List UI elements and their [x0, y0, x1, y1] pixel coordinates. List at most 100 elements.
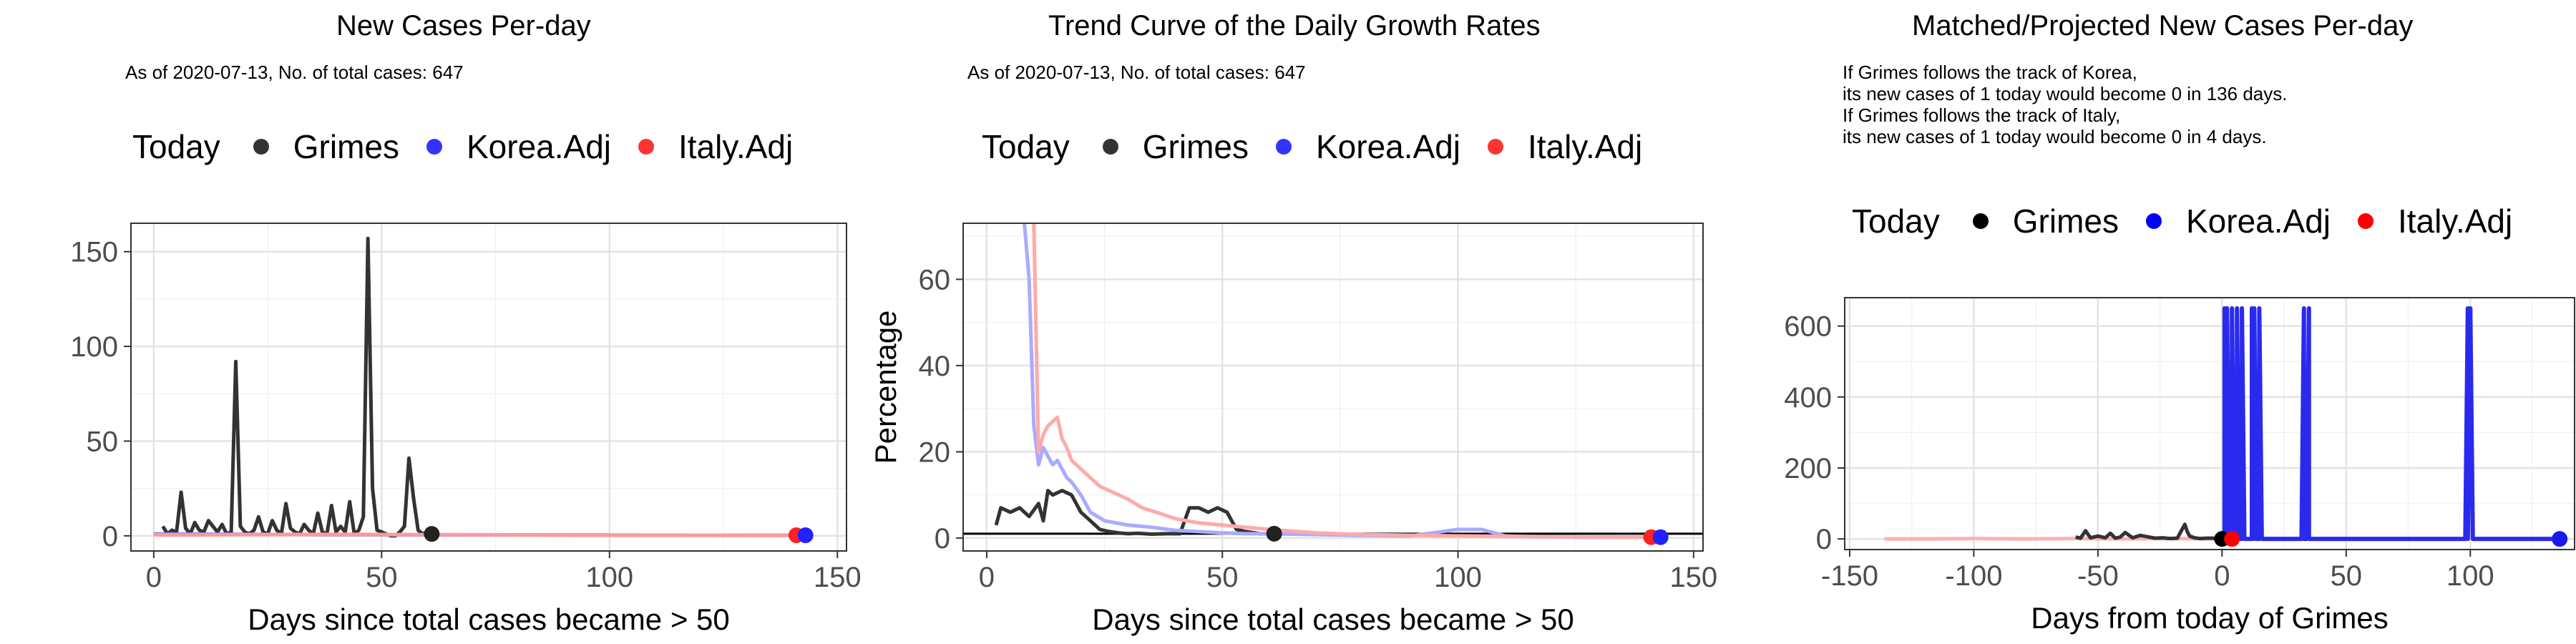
- x-tick-label: -50: [2077, 560, 2119, 592]
- chart-title: Matched/Projected New Cases Per-day: [1912, 10, 2414, 42]
- x-tick-label: 0: [2214, 560, 2230, 592]
- legend-item-italy: Italy.Adj: [630, 127, 793, 166]
- legend-dot-icon: [2358, 213, 2373, 229]
- chart-subtitle: As of 2020-07-13, No. of total cases: 64…: [967, 62, 1306, 83]
- legend-item-korea: Korea.Adj: [2137, 202, 2331, 240]
- today-point-grimes: [1266, 525, 1282, 542]
- subtitle-line: its new cases of 1 today would become 0 …: [1843, 83, 2288, 104]
- legend-dot-icon: [638, 139, 654, 155]
- chart-legend: Today Grimes Korea.Adj Italy.Adj: [1852, 202, 2531, 240]
- subtitle-line: its new cases of 1 today would become 0 …: [1843, 126, 2267, 147]
- minor-grid: [131, 223, 847, 551]
- y-tick-label: 60: [919, 264, 951, 296]
- series-layer: [994, 223, 1661, 540]
- x-tick-label: 50: [366, 562, 398, 593]
- y-tick-label: 40: [919, 351, 951, 382]
- legend-dot-icon: [1275, 139, 1292, 155]
- plot-border: [962, 223, 1704, 552]
- chart-plot: -150 -100 -50 0 50 100 0 200 400 600 Days from tod…: [1784, 297, 2575, 635]
- x-tick-label: 100: [2446, 560, 2494, 592]
- legend-item-grimes: Grimes: [245, 127, 399, 166]
- x-axis-label: Days since total cases became > 50: [1092, 602, 1574, 636]
- legend-title: Today: [132, 128, 220, 165]
- y-tick-label: 100: [70, 331, 118, 363]
- legend-title: Today: [1852, 203, 1940, 240]
- minor-grid: [963, 223, 1703, 551]
- legend-label: Italy.Adj: [678, 128, 794, 165]
- x-tick-label: 0: [146, 562, 162, 593]
- x-axis-label: Days since total cases became > 50: [248, 602, 730, 636]
- chart-title: New Cases Per-day: [336, 10, 591, 42]
- legend-label: Grimes: [1142, 128, 1249, 165]
- series-line-italyadj: [1884, 537, 2233, 541]
- series-line-grimes: [2075, 522, 2223, 541]
- legend-item-grimes: Grimes: [1964, 202, 2119, 240]
- chart-plot: 0 50 100 150 0 50 100 150 Days since total cases…: [70, 223, 862, 636]
- series-line-italyadj: [153, 532, 796, 537]
- plot-border: [1844, 297, 2575, 550]
- legend-item-korea: Korea.Adj: [1267, 127, 1460, 166]
- chart-title: Trend Curve of the Daily Growth Rates: [1048, 10, 1541, 42]
- legend-item-italy: Italy.Adj: [1479, 127, 1642, 166]
- legend-dot-icon: [2145, 213, 2162, 229]
- y-tick-label: 0: [102, 521, 118, 552]
- legend-label: Italy.Adj: [2398, 203, 2513, 240]
- x-tick-label: -100: [1945, 560, 2002, 592]
- series-line-koreaadj: [2222, 306, 2560, 542]
- series-line-italyadj: [1032, 223, 1652, 540]
- legend-title: Today: [982, 128, 1070, 165]
- legend-label: Korea.Adj: [2185, 203, 2331, 240]
- y-axis-label: Percentage: [869, 311, 902, 464]
- legend-label: Grimes: [2012, 203, 2119, 240]
- legend-dot-icon: [1972, 213, 1989, 229]
- legend-label: Italy.Adj: [1528, 128, 1643, 165]
- today-point-koreaadj: [797, 527, 814, 544]
- chart-panel-projected: Matched/Projected New Cases Per-day If G…: [1717, 0, 2576, 644]
- x-tick-label: 50: [1206, 562, 1239, 593]
- x-tick-label: 0: [979, 562, 995, 593]
- chart-subtitle: As of 2020-07-13, No. of total cases: 64…: [125, 62, 464, 83]
- y-tick-label: 200: [1784, 453, 1832, 484]
- legend-dot-icon: [253, 139, 269, 155]
- x-axis-label: Days from today of Grimes: [2031, 601, 2388, 635]
- series-line-koreaadj: [1023, 223, 1661, 540]
- y-tick-label: 0: [1816, 524, 1832, 555]
- subtitle-line: If Grimes follows the track of Korea,: [1843, 62, 2137, 83]
- y-tick-label: 600: [1784, 311, 1832, 343]
- legend-item-korea: Korea.Adj: [418, 127, 611, 166]
- series-line-grimes: [161, 236, 433, 538]
- subtitle-line: As of 2020-07-13, No. of total cases: 64…: [125, 62, 464, 83]
- x-tick-label: 50: [2331, 560, 2363, 592]
- chart-panel-new-cases: New Cases Per-day As of 2020-07-13, No. …: [0, 0, 862, 644]
- y-tick-label: 150: [70, 237, 118, 268]
- series-line-grimes: [994, 489, 1274, 536]
- today-point-koreaadj: [1652, 529, 1669, 545]
- subtitle-line: If Grimes follows the track of Italy,: [1843, 104, 2121, 126]
- minor-grid: [1845, 298, 2575, 550]
- chart-panel-growth-rates: Trend Curve of the Daily Growth Rates As…: [859, 0, 1717, 644]
- chart-subtitle: If Grimes follows the track of Korea, it…: [1843, 62, 2287, 147]
- subtitle-line: As of 2020-07-13, No. of total cases: 64…: [967, 62, 1306, 83]
- chart-legend: Today Grimes Korea.Adj Italy.Adj: [132, 127, 811, 166]
- plot-border: [130, 223, 847, 552]
- x-tick-label: 150: [1669, 562, 1717, 593]
- legend-label: Grimes: [293, 128, 399, 165]
- legend-dot-icon: [426, 139, 442, 155]
- today-point-italyadj: [2224, 531, 2240, 547]
- legend-label: Korea.Adj: [466, 128, 611, 165]
- chart-legend: Today Grimes Korea.Adj Italy.Adj: [982, 127, 1661, 166]
- y-tick-label: 20: [919, 436, 951, 468]
- y-tick-label: 400: [1784, 382, 1832, 414]
- x-tick-label: -150: [1821, 560, 1878, 592]
- x-tick-label: 100: [585, 562, 633, 593]
- today-point-grimes: [424, 526, 440, 542]
- x-tick-label: 150: [814, 562, 862, 593]
- y-tick-label: 0: [935, 523, 950, 555]
- legend-item-grimes: Grimes: [1094, 127, 1249, 166]
- series-layer: [153, 236, 806, 538]
- chart-plot: 0 50 100 150 0 20 40 60 Days since total cases b…: [869, 223, 1717, 636]
- legend-item-italy: Italy.Adj: [2349, 202, 2512, 240]
- legend-dot-icon: [1102, 139, 1118, 155]
- x-tick-label: 100: [1434, 562, 1482, 593]
- today-point-koreaadj: [2552, 531, 2568, 547]
